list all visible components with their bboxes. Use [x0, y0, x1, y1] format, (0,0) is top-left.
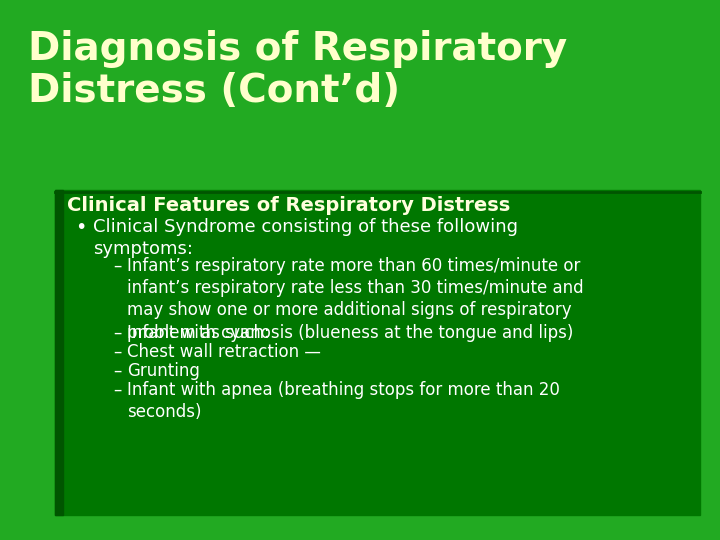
Text: •: •: [75, 218, 86, 237]
Text: –: –: [113, 362, 122, 380]
Text: –: –: [113, 257, 122, 275]
Text: Distress (Cont’d): Distress (Cont’d): [28, 72, 400, 110]
Text: –: –: [113, 324, 122, 342]
Text: Grunting: Grunting: [127, 362, 200, 380]
Bar: [55, 190, 63, 515]
Text: Clinical Features of Respiratory Distress: Clinical Features of Respiratory Distres…: [67, 196, 510, 215]
Bar: [55, 190, 700, 515]
Text: Chest wall retraction —: Chest wall retraction —: [127, 343, 321, 361]
Text: Infant with cyanosis (blueness at the tongue and lips): Infant with cyanosis (blueness at the to…: [127, 324, 573, 342]
Text: –: –: [113, 343, 122, 361]
Text: –: –: [113, 381, 122, 399]
Text: Clinical Syndrome consisting of these following
symptoms:: Clinical Syndrome consisting of these fo…: [93, 218, 518, 258]
Text: Infant with apnea (breathing stops for more than 20
seconds): Infant with apnea (breathing stops for m…: [127, 381, 560, 421]
Text: Diagnosis of Respiratory: Diagnosis of Respiratory: [28, 30, 567, 68]
Text: Infant’s respiratory rate more than 60 times/minute or
infant’s respiratory rate: Infant’s respiratory rate more than 60 t…: [127, 257, 584, 342]
